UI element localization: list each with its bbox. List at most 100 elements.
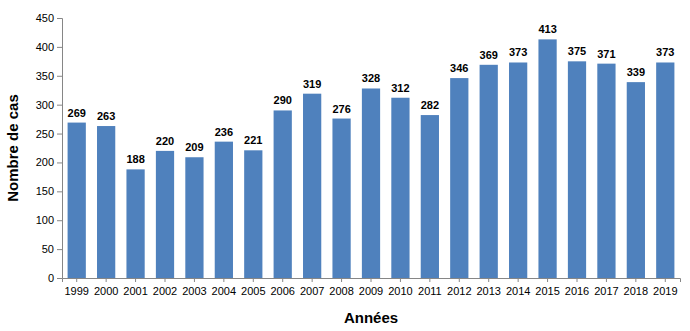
tick: 2011 <box>418 278 442 297</box>
bar <box>303 94 321 278</box>
bar <box>597 64 615 278</box>
tick: 150 <box>36 185 62 197</box>
tick: 2000 <box>94 278 118 297</box>
data-label: 413 <box>538 23 556 35</box>
data-label: 236 <box>215 126 233 138</box>
tick-label: 450 <box>36 12 54 24</box>
tick-label: 2019 <box>653 285 677 297</box>
tick-mark <box>371 278 372 282</box>
tick: 450 <box>36 12 62 24</box>
bar <box>391 98 409 278</box>
tick-label: 2009 <box>359 285 383 297</box>
tick-label: 2013 <box>476 285 500 297</box>
tick-mark <box>106 278 107 282</box>
tick-label: 1999 <box>64 285 88 297</box>
data-label: 373 <box>656 46 674 58</box>
tick-mark <box>665 278 666 282</box>
tick: 50 <box>42 243 62 255</box>
tick: 2006 <box>270 278 294 297</box>
data-label: 263 <box>97 110 115 122</box>
tick-mark <box>459 278 460 282</box>
y-axis: 050100150200250300350400450 <box>36 12 63 284</box>
bar <box>450 78 468 278</box>
bar <box>68 123 86 278</box>
tick: 2012 <box>447 278 471 297</box>
tick-label: 2003 <box>182 285 206 297</box>
tick-label: 2002 <box>153 285 177 297</box>
tick-label: 100 <box>36 214 54 226</box>
data-label: 373 <box>509 46 527 58</box>
bar <box>274 110 292 278</box>
tick-label: 2004 <box>212 285 236 297</box>
tick-mark <box>577 278 578 282</box>
tick-mark <box>223 278 224 282</box>
bar <box>156 151 174 278</box>
tick-mark <box>57 18 62 19</box>
data-label: 346 <box>450 62 468 74</box>
tick-label: 2018 <box>624 285 648 297</box>
tick-label: 200 <box>36 156 54 168</box>
tick: 2009 <box>359 278 383 297</box>
bar <box>509 62 527 278</box>
plot-area: 2692631882202092362212903192763283122823… <box>36 12 681 297</box>
tick-label: 2016 <box>565 285 589 297</box>
tick-mark <box>312 278 313 282</box>
x-axis: 1999200020012002200320042005200620072008… <box>63 278 681 297</box>
tick: 2013 <box>476 278 500 297</box>
tick-label: 2015 <box>535 285 559 297</box>
tick-mark <box>282 278 283 282</box>
bar <box>480 65 498 278</box>
data-label: 188 <box>126 153 144 165</box>
tick: 2015 <box>535 278 559 297</box>
tick-label: 300 <box>36 99 54 111</box>
tick-label: 2012 <box>447 285 471 297</box>
data-label: 209 <box>185 141 203 153</box>
tick-mark <box>635 278 636 282</box>
data-label: 328 <box>362 72 380 84</box>
tick-mark <box>165 278 166 282</box>
data-label: 290 <box>274 94 292 106</box>
tick-label: 0 <box>48 272 54 284</box>
tick-mark <box>518 278 519 282</box>
tick: 2019 <box>653 278 677 297</box>
tick-mark <box>57 162 62 163</box>
data-label: 221 <box>244 134 262 146</box>
data-labels: 2692631882202092362212903192763283122823… <box>68 23 675 165</box>
tick: 2003 <box>182 278 206 297</box>
tick: 2016 <box>565 278 589 297</box>
data-label: 312 <box>391 82 409 94</box>
tick-mark <box>57 249 62 250</box>
bar <box>244 150 262 278</box>
tick: 2004 <box>212 278 236 297</box>
data-label: 220 <box>156 135 174 147</box>
tick-label: 2014 <box>506 285 530 297</box>
bar <box>627 82 645 278</box>
tick-mark <box>57 220 62 221</box>
x-axis-title: Années <box>344 309 398 326</box>
tick-label: 50 <box>42 243 54 255</box>
bar <box>538 39 556 278</box>
data-label: 339 <box>627 66 645 78</box>
tick: 400 <box>36 41 62 53</box>
tick-mark <box>57 191 62 192</box>
tick: 100 <box>36 214 62 226</box>
tick: 300 <box>36 99 62 111</box>
tick-label: 400 <box>36 41 54 53</box>
tick: 1999 <box>64 278 88 297</box>
bar <box>421 115 439 278</box>
tick-mark <box>488 278 489 282</box>
tick-label: 2011 <box>418 285 442 297</box>
tick-label: 2008 <box>329 285 353 297</box>
tick-mark <box>57 134 62 135</box>
y-axis-title: Nombre de cas <box>4 94 21 202</box>
tick: 0 <box>48 272 62 284</box>
bar <box>126 169 144 278</box>
tick: 2010 <box>388 278 412 297</box>
axis-line <box>57 19 63 279</box>
tick-mark <box>135 278 136 282</box>
bar <box>656 62 674 278</box>
data-label: 269 <box>68 107 86 119</box>
tick-label: 2017 <box>594 285 618 297</box>
tick-mark <box>606 278 607 282</box>
tick-mark <box>341 278 342 282</box>
